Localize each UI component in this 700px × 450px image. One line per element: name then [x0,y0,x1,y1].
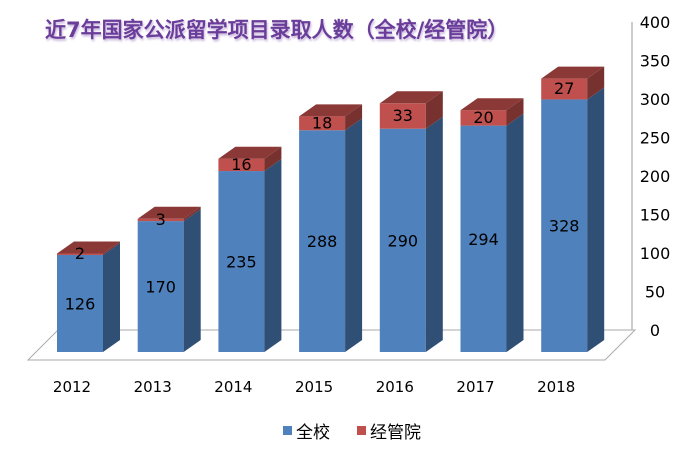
data-label: 235 [226,253,257,272]
bar-side-1 [345,104,363,131]
bar-front-0 [460,125,507,353]
x-tick-label: 2017 [456,378,494,396]
bar-front-0 [218,171,265,352]
bar-side-0 [506,113,524,353]
bar-side-1 [264,146,282,172]
bar-side-1 [587,66,605,100]
bar-front-1 [379,103,426,129]
bar-top [541,66,605,79]
bar-front-0 [57,254,103,352]
bar-side-1 [103,241,120,255]
y-tick-label: 350 [640,52,671,71]
x-tick-label: 2016 [376,378,414,396]
bar-side-0 [103,242,120,352]
chart-title: 近7年国家公派留学项目录取人数（全校/经管院） [45,18,509,42]
data-label: 2 [75,244,85,263]
data-label: 27 [554,79,574,98]
bar-side-1 [183,206,201,222]
bar-front-1 [137,218,184,222]
bar-front-0 [299,130,346,352]
bar-side-0 [264,159,282,352]
x-tick-label: 2012 [53,378,91,396]
bar-front-1 [299,116,346,131]
bar-side-1 [425,91,443,129]
bar-front-0 [137,221,184,352]
legend-swatch [357,426,366,435]
bar-front-0 [379,128,426,352]
y-tick-label: 300 [640,90,671,109]
legend-label: 经管院 [370,423,421,443]
x-tick-label: 2015 [295,378,333,396]
data-label: 328 [549,217,580,236]
data-label: 288 [307,232,338,251]
y-tick-label: 150 [640,206,671,225]
y-tick-label: 400 [640,13,671,32]
bar-side-0 [587,87,605,352]
bar-top [57,241,120,254]
legend-swatch [283,426,292,435]
data-label: 18 [312,113,332,132]
data-label: 170 [145,278,176,297]
bar-top [460,98,524,111]
data-label: 33 [393,106,413,125]
bar-side-0 [183,209,201,352]
y-tick-label: 0 [650,321,660,340]
legend-label: 全校 [296,423,330,443]
bar-front-0 [541,99,588,352]
data-label: 290 [388,231,419,250]
bar-side-0 [345,118,363,353]
bar-front-1 [541,78,588,100]
bar-front-1 [460,110,507,126]
bar-side-0 [425,116,443,352]
bar-top [379,91,443,104]
x-tick-label: 2014 [214,378,252,396]
bar-top [137,206,201,219]
data-label: 20 [473,108,493,127]
y-tick-label: 50 [645,283,665,302]
data-label: 3 [156,210,166,229]
x-tick-label: 2013 [134,378,172,396]
bar-top [218,146,282,159]
y-tick-label: 200 [640,167,671,186]
data-label: 16 [231,155,251,174]
y-tick-label: 250 [640,129,671,148]
data-label: 294 [468,230,499,249]
x-tick-label: 2018 [537,378,575,396]
bar-front-1 [57,253,103,255]
bar-side-1 [506,98,524,126]
y-tick-label: 100 [640,244,671,263]
data-label: 126 [65,294,96,313]
bar-top [299,104,363,117]
bar-front-1 [218,158,265,172]
